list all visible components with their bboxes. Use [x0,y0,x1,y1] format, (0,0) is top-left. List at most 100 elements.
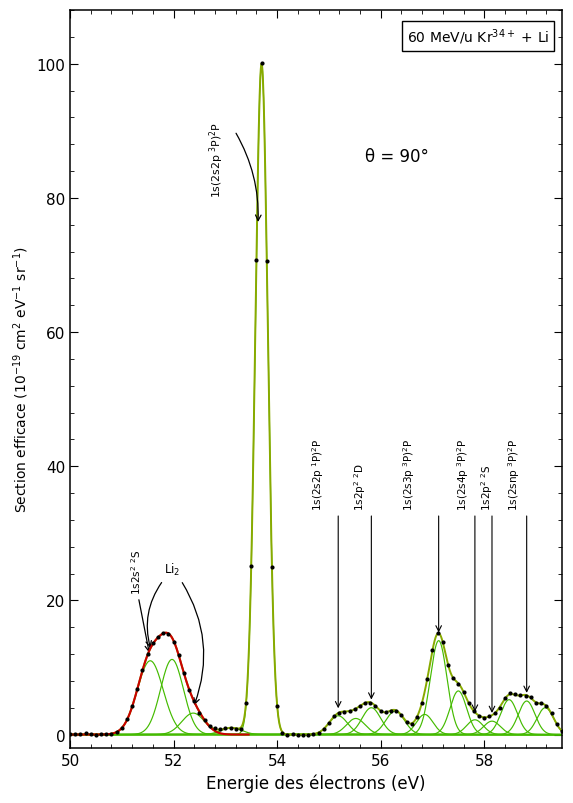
Point [459,686,468,699]
Point [402,715,411,728]
Point [283,728,292,741]
Point [381,706,390,719]
Text: 1s2p$^2$ $^2$S: 1s2p$^2$ $^2$S [479,463,494,510]
Text: 1s(2s2p $^3$P)$^2$P: 1s(2s2p $^3$P)$^2$P [207,121,226,198]
Point [309,728,318,740]
Point [355,699,364,712]
Point [96,728,105,740]
Point [366,696,375,709]
Point [128,700,137,713]
Point [169,636,178,649]
Point [413,711,422,724]
Point [107,728,116,740]
Point [407,718,417,731]
Point [236,722,245,735]
Point [91,728,100,741]
Y-axis label: Section efficace (10$^{-19}$ cm$^2$ eV$^{-1}$ sr$^{-1}$): Section efficace (10$^{-19}$ cm$^2$ eV$^… [11,247,31,513]
Point [464,697,473,710]
Point [86,728,95,740]
Point [246,560,256,573]
Point [449,671,458,684]
Point [428,644,437,657]
Point [262,255,272,268]
Point [231,723,240,736]
Point [65,728,74,740]
Point [386,704,395,717]
Text: 1s2p$^2$ $^2$D: 1s2p$^2$ $^2$D [352,463,368,510]
Point [215,723,225,736]
Point [314,727,323,740]
Point [304,728,313,741]
Point [293,728,303,741]
Point [480,711,489,724]
Point [350,703,359,715]
Point [319,723,328,736]
Point [288,728,297,740]
Point [190,695,199,707]
Point [469,705,478,718]
Text: 1s(2s3p $^3$P)$^2$P: 1s(2s3p $^3$P)$^2$P [401,438,417,510]
Point [423,672,432,685]
Point [552,718,562,731]
X-axis label: Energie des électrons (eV): Energie des électrons (eV) [206,773,426,792]
Point [418,696,427,709]
Point [433,627,442,640]
Point [70,728,80,741]
Point [205,719,214,732]
Point [226,721,235,734]
Point [143,648,152,661]
Point [536,697,545,710]
Point [521,689,530,702]
Point [138,664,147,677]
Point [241,696,250,709]
Text: 1s(2s4p $^3$P)$^2$P: 1s(2s4p $^3$P)$^2$P [456,438,472,510]
Text: 1s2s$^2$ $^2$S: 1s2s$^2$ $^2$S [129,548,143,594]
Point [485,710,494,723]
Point [454,678,463,691]
Point [221,722,230,735]
Point [257,58,266,71]
Point [148,637,158,650]
Point [81,727,90,740]
Point [200,714,209,727]
Point [505,687,515,699]
Point [164,628,173,641]
Point [511,688,520,701]
Point [335,707,344,719]
Point [376,705,385,718]
Point [542,699,551,712]
Point [299,728,308,741]
Point [547,707,556,720]
Point [195,707,204,719]
Point [76,728,85,740]
Point [490,707,499,719]
Point [159,627,168,640]
Point [391,705,401,718]
Point [371,700,380,713]
Point [123,713,132,726]
Point [360,696,370,709]
Point [397,709,406,722]
Point [278,727,287,740]
Point [112,725,121,738]
Point [558,724,567,737]
Point [210,722,219,735]
Point [345,705,354,718]
Point [101,728,111,741]
Point [526,691,535,704]
Point [185,683,194,696]
Text: Li$_2$: Li$_2$ [164,561,180,577]
Text: 1s(2snp $^3$P)$^2$P: 1s(2snp $^3$P)$^2$P [507,438,522,510]
Point [133,683,142,695]
Point [154,631,163,644]
Point [474,709,484,722]
Point [329,710,339,723]
Point [179,666,189,679]
Text: 1s(2s2p $^1$P)$^2$P: 1s(2s2p $^1$P)$^2$P [311,438,327,510]
Point [174,649,183,662]
Text: θ = 90°: θ = 90° [365,148,429,165]
Point [516,689,525,702]
Point [273,699,282,712]
Point [117,722,127,735]
Point [324,717,333,730]
